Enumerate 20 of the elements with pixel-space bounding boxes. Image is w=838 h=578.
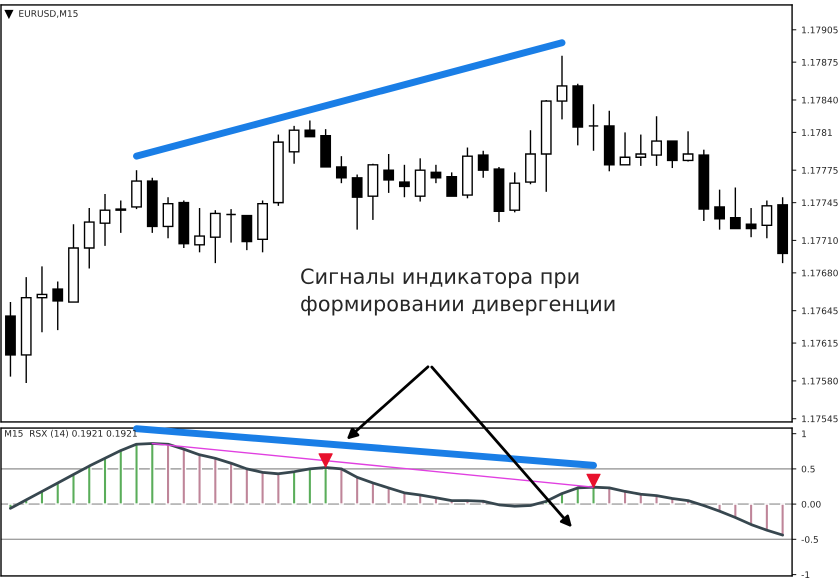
y-tick-label: -0.5: [802, 536, 818, 543]
y-tick-label: 1.17840: [802, 96, 838, 104]
text: EURUSD,M15: [19, 10, 78, 18]
annotation: Сигналы индикатора при формировании дивергенции: [301, 268, 614, 316]
y-tick-label: 1.17710: [802, 237, 838, 244]
y-tick-label: 1.17580: [802, 378, 838, 384]
y-tick-label: 1.17680: [802, 270, 838, 276]
y-tick-label: 0.5: [802, 466, 815, 472]
y-tick-label: 1.1781: [802, 129, 832, 136]
chart-title: M15 RSX (14) 0.1921 0.1921: [5, 430, 137, 438]
y-tick-label: 1.17745: [802, 199, 838, 206]
y-tick-label: -1: [802, 571, 810, 578]
y-tick-label: 1.17775: [802, 167, 838, 174]
y-tick-label: 1.17545: [802, 416, 838, 422]
y-tick-label: 1: [802, 430, 806, 438]
y-tick-label: 1.17905: [802, 26, 838, 34]
y-tick-label: 0.00: [802, 500, 821, 508]
y-tick-label: 1.17645: [802, 307, 838, 314]
y-tick-label: 1.17875: [802, 58, 838, 66]
y-tick-label: 1.17615: [802, 340, 838, 347]
